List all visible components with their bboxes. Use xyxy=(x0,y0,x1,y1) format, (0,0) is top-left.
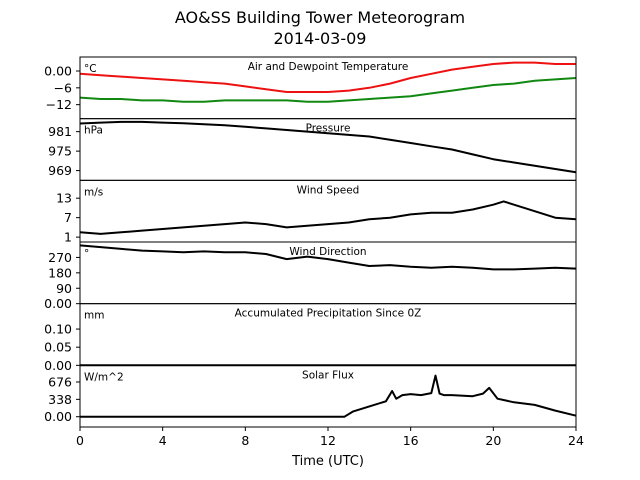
panel-5-ytick-label: 0.00 xyxy=(44,358,72,373)
panel-3-ytick-label: 13 xyxy=(56,191,72,206)
panel-3-series-1-line xyxy=(79,200,577,235)
panel-4-unit: ° xyxy=(84,248,89,260)
panel-6-ytick-label: 676 xyxy=(48,374,72,389)
figure-date: 2014-03-09 xyxy=(273,29,367,48)
x-tick-label: 24 xyxy=(568,433,584,448)
panel-4-ytick-label: 90 xyxy=(56,281,72,296)
panel-4-series-1-line xyxy=(79,244,577,271)
panel-5-ytick-label: 0.05 xyxy=(44,340,72,355)
panel-6-unit: W/m^2 xyxy=(84,371,124,383)
panel-3-title: Wind Speed xyxy=(297,184,360,196)
x-tick-label: 16 xyxy=(403,433,419,448)
panel-3-unit: m/s xyxy=(84,186,103,198)
panel-2-ytick-label: 969 xyxy=(48,163,72,178)
panel-1-ytick-label: 0.00 xyxy=(44,64,72,79)
panel-2-series-1-line xyxy=(79,120,577,174)
panel-1-ytick-label: −6 xyxy=(54,80,72,95)
panel-5-title: Accumulated Precipitation Since 0Z xyxy=(235,308,422,320)
x-axis-label: Time (UTC) xyxy=(291,454,364,469)
panel-4-ytick-label: 270 xyxy=(48,250,72,265)
panel-6-ytick-label: 0.00 xyxy=(44,409,72,424)
panel-4-title: Wind Direction xyxy=(289,246,366,258)
x-tick-label: 20 xyxy=(485,433,501,448)
panel-1-title: Air and Dewpoint Temperature xyxy=(248,61,409,73)
panel-6-ytick-label: 338 xyxy=(48,392,72,407)
panel-1-series-2-line xyxy=(79,77,577,103)
panel-4-ytick-label: 0.00 xyxy=(44,296,72,311)
panel-1-series-1-line xyxy=(79,61,576,93)
panel-5-unit: mm xyxy=(84,310,104,322)
figure-title: AO&SS Building Tower Meteorogram xyxy=(174,8,466,27)
panel-5-ytick-label: 0.10 xyxy=(44,322,72,337)
x-tick-label: 4 xyxy=(159,433,167,448)
panel-1-ytick-label: −12 xyxy=(46,97,72,112)
x-tick-label: 12 xyxy=(320,433,336,448)
x-tick-label: 0 xyxy=(76,433,84,448)
panel-2-ytick-label: 975 xyxy=(48,144,72,159)
x-tick-label: 8 xyxy=(241,433,249,448)
panel-6-series-1-line xyxy=(80,374,577,418)
panel-3-ytick-label: 7 xyxy=(64,210,72,225)
panel-3-ytick-label: 1 xyxy=(64,230,72,245)
panel-1-unit: °C xyxy=(84,63,97,75)
panel-2-ytick-label: 981 xyxy=(48,124,72,139)
panel-4-ytick-label: 180 xyxy=(48,265,72,280)
panel-6-title: Solar Flux xyxy=(302,369,354,381)
panel-2-title: Pressure xyxy=(306,123,351,135)
panel-2-unit: hPa xyxy=(84,125,103,137)
